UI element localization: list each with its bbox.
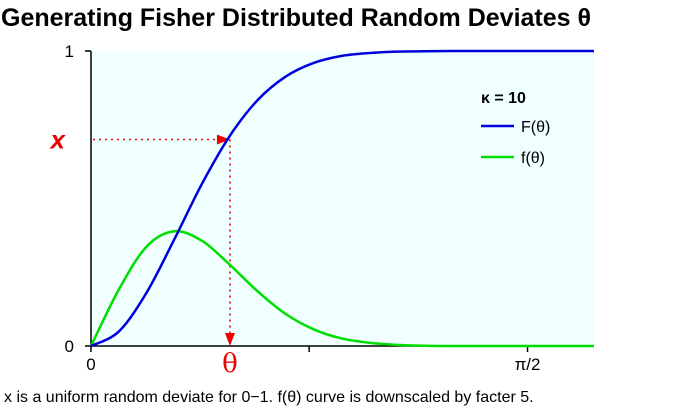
series-layer <box>89 49 594 348</box>
legend: κ = 10 F(θ) f(θ) <box>481 90 550 167</box>
legend-title: κ = 10 <box>481 90 526 107</box>
annotation-arrow-right <box>216 134 230 145</box>
legend-label: F(θ) <box>521 119 550 136</box>
annotation-x-label: x <box>49 125 67 155</box>
y-tick-label: 0 <box>65 337 74 356</box>
annotation-arrow-down <box>224 333 235 346</box>
chart-title: Generating Fisher Distributed Random Dev… <box>1 4 591 32</box>
x-tick-label: 0 <box>86 355 95 374</box>
series-line-f <box>90 49 594 348</box>
chart-caption: x is a uniform random deviate for 0−1. f… <box>4 389 534 406</box>
x-tick-label: π/2 <box>515 355 541 374</box>
annotation-theta-label: θ <box>222 349 238 379</box>
series-line-f <box>89 229 594 348</box>
y-ticks: 01 <box>65 42 91 356</box>
legend-label: f(θ) <box>521 150 545 167</box>
x-ticks: 0 π/2 <box>86 346 540 374</box>
y-tick-label: 1 <box>65 42 74 61</box>
annotation-group: xθ <box>49 125 238 380</box>
plot-area <box>91 51 594 346</box>
